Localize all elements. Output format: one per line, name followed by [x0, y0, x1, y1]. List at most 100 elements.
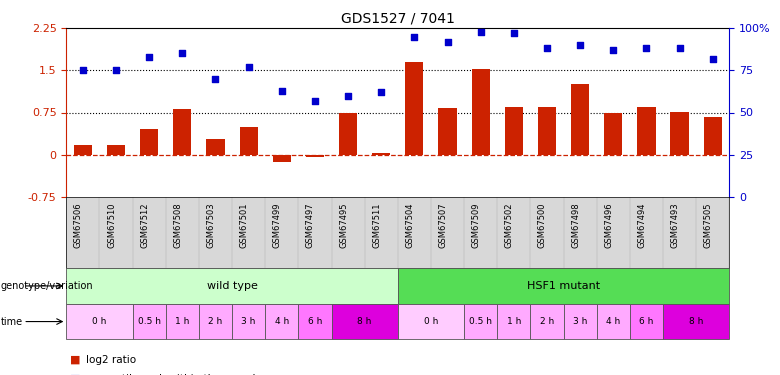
Text: ■: ■ [70, 374, 80, 375]
Point [640, 45, 653, 51]
Text: GSM67495: GSM67495 [339, 202, 348, 248]
Bar [140, 129, 158, 154]
Text: 1 h: 1 h [507, 317, 521, 326]
Title: GDS1527 / 7041: GDS1527 / 7041 [341, 12, 455, 26]
Bar [604, 112, 622, 154]
Point [673, 45, 686, 51]
Point [342, 93, 354, 99]
Text: 1 h: 1 h [176, 317, 190, 326]
Text: 3 h: 3 h [242, 317, 256, 326]
Bar [538, 107, 556, 154]
Text: GSM67494: GSM67494 [637, 202, 647, 248]
Point [176, 51, 189, 57]
Text: 2 h: 2 h [540, 317, 554, 326]
Bar [438, 108, 456, 154]
Bar [133, 304, 166, 339]
Bar [339, 112, 357, 154]
Text: GSM67505: GSM67505 [704, 202, 713, 248]
Point [508, 30, 520, 36]
Point [375, 89, 388, 95]
Bar [273, 154, 291, 162]
Text: GSM67503: GSM67503 [207, 202, 215, 248]
Point [474, 28, 487, 34]
Text: GSM67499: GSM67499 [273, 202, 282, 248]
Text: GSM67510: GSM67510 [107, 202, 116, 248]
Text: 6 h: 6 h [308, 317, 322, 326]
Point [607, 47, 619, 53]
Bar [671, 112, 689, 154]
Bar [74, 145, 92, 154]
Point [574, 42, 587, 48]
Text: 2 h: 2 h [208, 317, 222, 326]
Bar [498, 304, 530, 339]
Text: 8 h: 8 h [357, 317, 372, 326]
Text: 0 h: 0 h [92, 317, 107, 326]
Text: 6 h: 6 h [640, 317, 654, 326]
Text: GSM67493: GSM67493 [671, 202, 679, 248]
Text: percentile rank within the sample: percentile rank within the sample [86, 374, 261, 375]
Bar [265, 304, 298, 339]
Bar [663, 304, 729, 339]
Bar [530, 304, 563, 339]
Bar [472, 69, 490, 154]
Bar [239, 127, 257, 154]
Text: GSM67497: GSM67497 [306, 202, 315, 248]
Point [408, 34, 420, 40]
Bar [372, 153, 390, 154]
Text: GSM67506: GSM67506 [74, 202, 83, 248]
Text: 4 h: 4 h [606, 317, 620, 326]
Point [309, 98, 321, 104]
Bar [107, 145, 125, 154]
Bar [704, 117, 722, 154]
Bar [207, 139, 225, 154]
Bar [165, 304, 199, 339]
Bar [332, 304, 398, 339]
Point [243, 64, 255, 70]
Text: GSM67512: GSM67512 [140, 202, 149, 248]
Bar [505, 107, 523, 154]
Text: GSM67502: GSM67502 [505, 202, 514, 248]
Bar [571, 84, 589, 154]
Text: genotype/variation: genotype/variation [1, 281, 94, 291]
Text: GSM67511: GSM67511 [372, 202, 381, 248]
Text: GSM67496: GSM67496 [604, 202, 613, 248]
Point [441, 39, 454, 45]
Point [143, 54, 155, 60]
Bar [464, 304, 498, 339]
Bar [173, 109, 191, 154]
Bar [398, 268, 729, 304]
Text: 8 h: 8 h [689, 317, 704, 326]
Bar [406, 62, 424, 154]
Text: GSM67504: GSM67504 [406, 202, 414, 248]
Bar [597, 304, 629, 339]
Bar [630, 304, 663, 339]
Point [110, 68, 122, 74]
Bar [298, 304, 331, 339]
Point [541, 45, 553, 51]
Bar [637, 107, 655, 154]
Text: GSM67501: GSM67501 [239, 202, 249, 248]
Text: GSM67508: GSM67508 [173, 202, 183, 248]
Point [76, 68, 89, 74]
Text: wild type: wild type [207, 281, 257, 291]
Bar [232, 304, 265, 339]
Text: GSM67509: GSM67509 [472, 202, 480, 248]
Text: 0.5 h: 0.5 h [138, 317, 161, 326]
Text: GSM67500: GSM67500 [538, 202, 547, 248]
Point [209, 76, 222, 82]
Bar [563, 304, 597, 339]
Text: HSF1 mutant: HSF1 mutant [527, 281, 600, 291]
Text: 3 h: 3 h [573, 317, 587, 326]
Point [275, 88, 288, 94]
Bar [398, 304, 464, 339]
Text: 0 h: 0 h [424, 317, 438, 326]
Text: log2 ratio: log2 ratio [86, 355, 136, 365]
Text: time: time [1, 316, 23, 327]
Text: GSM67498: GSM67498 [571, 202, 580, 248]
Text: 4 h: 4 h [275, 317, 289, 326]
Bar [199, 304, 232, 339]
Text: ■: ■ [70, 355, 80, 365]
Bar [306, 154, 324, 157]
Bar [66, 304, 133, 339]
Point [707, 56, 719, 62]
